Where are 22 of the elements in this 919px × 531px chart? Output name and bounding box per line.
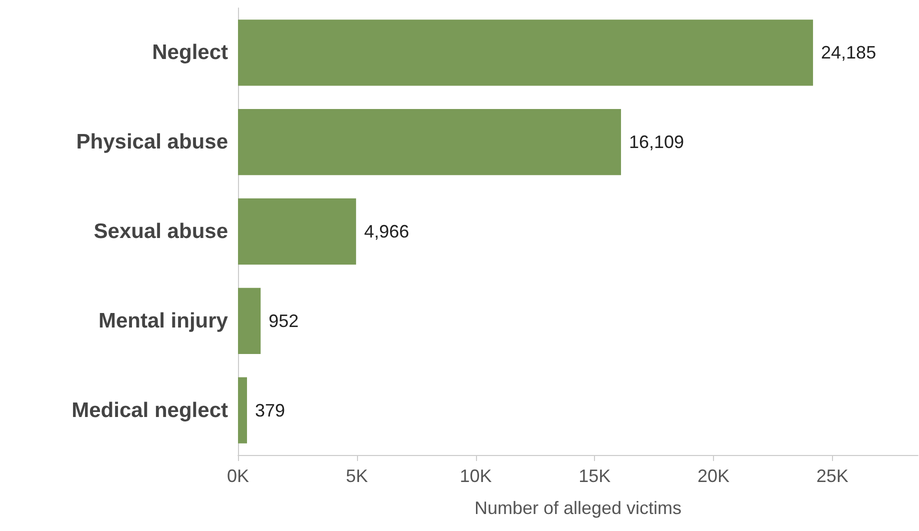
x-tick-label: 20K xyxy=(698,466,730,486)
bar xyxy=(238,20,814,86)
bar xyxy=(238,198,356,265)
data-label: 4,966 xyxy=(364,222,410,242)
bar xyxy=(238,109,622,176)
x-tick-label: 25K xyxy=(816,466,848,486)
y-tick-label: Physical abuse xyxy=(76,130,228,154)
y-tick-label: Sexual abuse xyxy=(94,220,228,243)
bar xyxy=(238,288,261,354)
y-tick-label: Neglect xyxy=(152,41,228,64)
x-axis-title: Number of alleged victims xyxy=(474,498,682,518)
data-label: 379 xyxy=(255,400,286,420)
data-label: 24,185 xyxy=(821,42,876,63)
bar xyxy=(238,377,248,444)
x-tick-label: 0K xyxy=(226,466,250,486)
x-tick-label: 15K xyxy=(578,466,611,486)
x-tick-label: 5K xyxy=(346,466,368,486)
y-tick-label: Mental injury xyxy=(98,309,228,332)
data-label: 952 xyxy=(268,310,299,331)
y-tick-label: Medical neglect xyxy=(72,398,228,422)
data-label: 16,109 xyxy=(629,132,684,152)
x-tick-label: 10K xyxy=(460,466,492,486)
